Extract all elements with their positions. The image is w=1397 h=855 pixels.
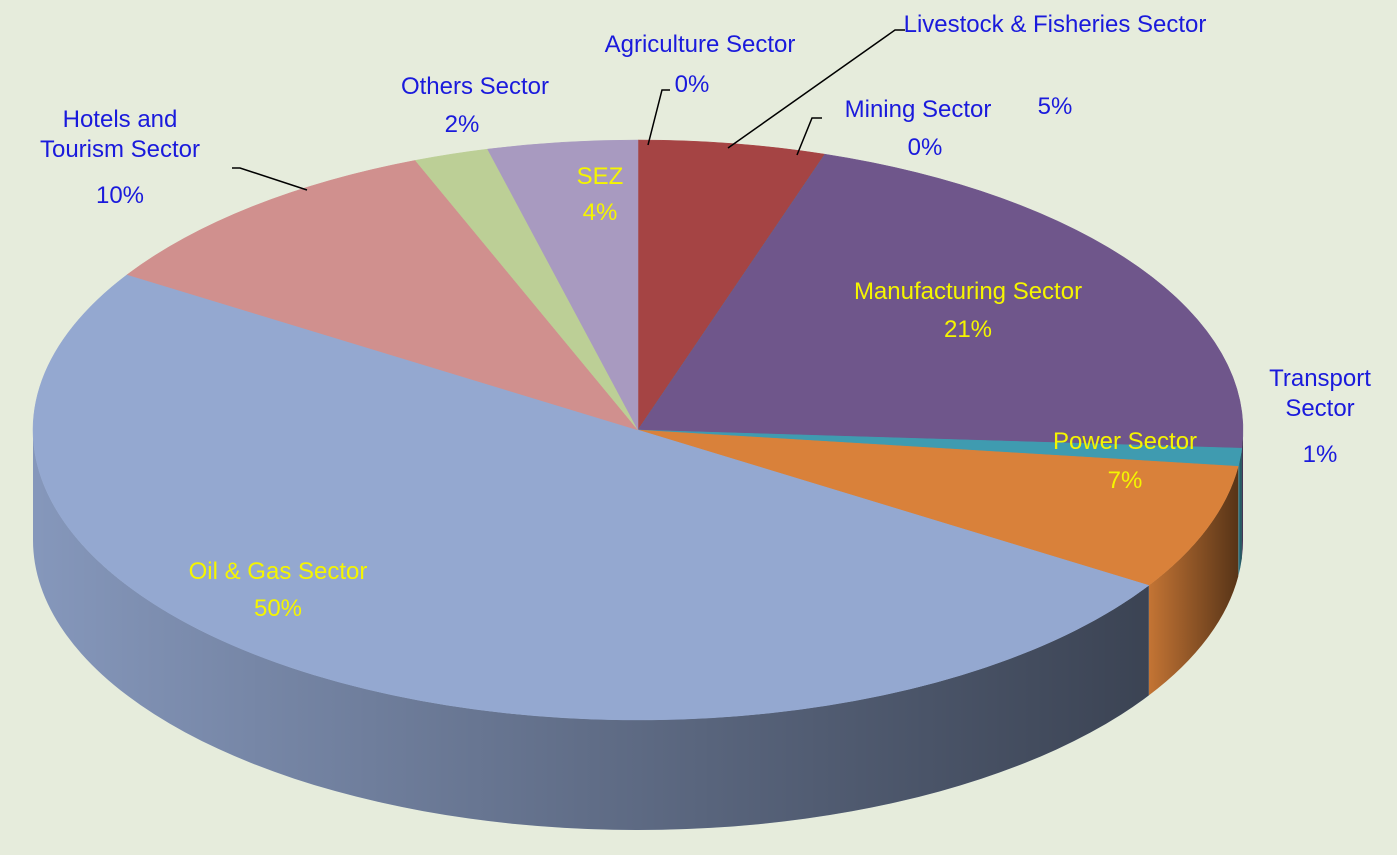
slice-label: SEZ (576, 163, 624, 190)
slice-label: Mining Sector (844, 96, 992, 123)
side-shade (32, 430, 1149, 830)
slice (126, 160, 639, 431)
slice-value-label: 21% (943, 316, 993, 343)
slice-label: Hotels and Tourism Sector (39, 106, 201, 163)
side-shade (1241, 430, 1243, 559)
slice (637, 153, 1244, 449)
slice-value-label: 50% (253, 595, 303, 622)
leader-line (796, 117, 822, 156)
slice (637, 429, 1239, 586)
slice-value-label: 5% (1037, 93, 1073, 120)
slice-label: Livestock & Fisheries Sector (903, 11, 1207, 38)
slice-value-label: 1% (1302, 441, 1338, 468)
slice-label: Manufacturing Sector (853, 278, 1083, 305)
side-shade (1238, 448, 1242, 577)
slice-label: Others Sector (400, 73, 550, 100)
side-shade (1148, 466, 1239, 696)
slice-value-label: 0% (674, 71, 710, 98)
leader-line (232, 167, 308, 191)
leader-line (727, 29, 905, 149)
slice-value-label: 0% (907, 134, 943, 161)
slice-value-label: 4% (582, 199, 618, 226)
slice-label: Oil & Gas Sector (188, 558, 368, 585)
slice (487, 139, 639, 431)
slice-label: Agriculture Sector (604, 31, 796, 58)
slice-label: Power Sector (1052, 428, 1198, 455)
leader-line (647, 89, 670, 146)
slice (32, 274, 1150, 721)
slice (637, 139, 826, 431)
slice-label: Transport Sector (1269, 365, 1371, 422)
slice-value-label: 2% (444, 111, 480, 138)
slice-value-label: 10% (95, 182, 145, 209)
slice-value-label: 7% (1107, 467, 1143, 494)
